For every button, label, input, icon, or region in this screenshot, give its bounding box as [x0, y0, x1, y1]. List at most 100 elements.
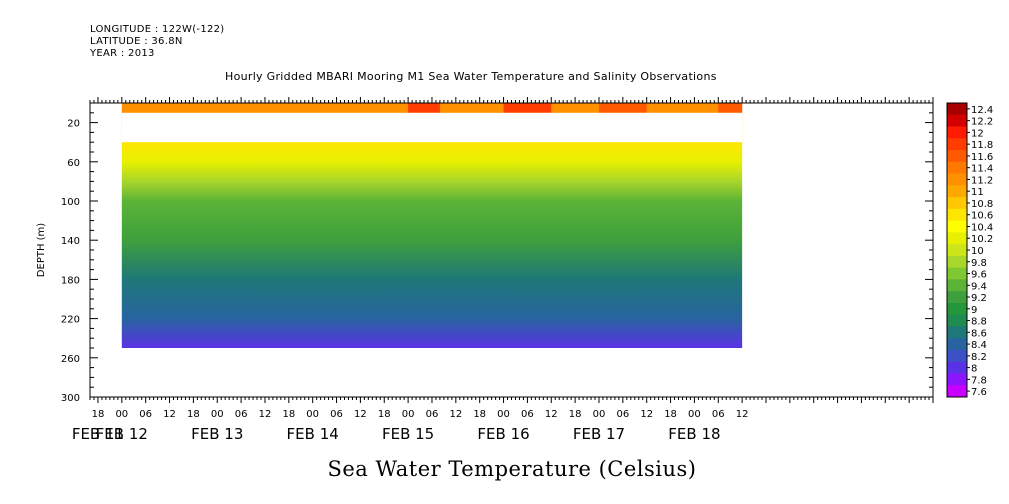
y-tick-label: 60	[67, 158, 80, 169]
colorbar-swatch	[947, 244, 967, 257]
y-axis-label: DEPTH (m)	[36, 223, 47, 277]
y-tick-label: 300	[61, 393, 80, 404]
x-hour-label: 12	[736, 409, 749, 420]
colorbar-swatch	[947, 291, 967, 304]
x-hour-label: 06	[139, 409, 152, 420]
year-label: YEAR : 2013	[90, 48, 155, 59]
colorbar-swatch	[947, 126, 967, 139]
x-hour-label: 06	[426, 409, 439, 420]
colorbar-label: 11.4	[971, 164, 993, 175]
x-hour-label: 18	[664, 409, 677, 420]
colorbar-swatch	[947, 232, 967, 245]
x-hour-label: 12	[449, 409, 462, 420]
y-tick-label: 20	[67, 119, 80, 130]
colorbar-label: 11	[971, 187, 984, 198]
x-hour-label: 12	[545, 409, 558, 420]
x-hour-label: 12	[163, 409, 176, 420]
colorbar-label: 7.6	[971, 387, 987, 398]
colorbar-label: 8	[971, 364, 977, 375]
colorbar-swatch	[947, 114, 967, 128]
x-hour-label: 00	[688, 409, 701, 420]
x-hour-label: 12	[259, 409, 272, 420]
colorbar-swatch	[947, 197, 967, 210]
colorbar-label: 12.4	[971, 105, 993, 116]
x-date-label: FEB 16	[477, 425, 529, 443]
y-tick-label: 220	[61, 315, 80, 326]
surface-warm-patch	[718, 103, 743, 113]
y-tick-label: 140	[61, 236, 80, 247]
colorbar-swatch	[947, 208, 967, 222]
x-date-label: FEB 13	[191, 425, 243, 443]
colorbar-swatch	[947, 220, 967, 233]
colorbar-swatch	[947, 173, 967, 186]
colorbar-label: 10.2	[971, 234, 993, 245]
colorbar-label: 11.2	[971, 175, 993, 186]
colorbar-label: 9.4	[971, 281, 987, 292]
colorbar-swatch	[947, 373, 967, 386]
colorbar-label: 12	[971, 128, 984, 139]
colorbar-swatch	[947, 161, 967, 175]
colorbar-swatch	[947, 349, 967, 363]
colorbar: 12.412.21211.811.611.411.21110.810.610.4…	[946, 102, 993, 398]
y-tick-label: 180	[61, 275, 80, 286]
colorbar-label: 8.2	[971, 352, 987, 363]
longitude-label: LONGITUDE : 122W(-122)	[90, 24, 225, 35]
x-hour-label: 00	[306, 409, 319, 420]
colorbar-swatch	[947, 314, 967, 327]
x-hour-label: 12	[354, 409, 367, 420]
colorbar-swatch	[947, 385, 967, 398]
x-hour-label: 18	[378, 409, 391, 420]
colorbar-swatch	[947, 326, 967, 339]
x-hour-label: 18	[187, 409, 200, 420]
colorbar-swatch	[947, 150, 967, 163]
colorbar-swatch	[947, 138, 967, 151]
colorbar-label: 10.6	[971, 211, 993, 222]
x-hour-label: 00	[497, 409, 510, 420]
x-date-label: FEB 17	[573, 425, 625, 443]
surface-warm-patch	[503, 103, 552, 113]
plot-area	[89, 102, 934, 398]
x-hour-label: 00	[211, 409, 224, 420]
colorbar-label: 9	[971, 305, 977, 316]
x-hour-label: 18	[473, 409, 486, 420]
x-hour-label: 18	[282, 409, 295, 420]
no-data-gap	[121, 112, 743, 143]
y-tick-label: 260	[61, 354, 80, 365]
x-hour-label: 06	[521, 409, 534, 420]
colorbar-label: 9.6	[971, 270, 987, 281]
x-hour-label: 06	[330, 409, 343, 420]
colorbar-label: 8.8	[971, 317, 987, 328]
x-hour-label: 00	[593, 409, 606, 420]
x-hour-label: 06	[235, 409, 248, 420]
x-hour-label: 06	[616, 409, 629, 420]
colorbar-label: 8.6	[971, 328, 987, 339]
colorbar-label: 11.8	[971, 140, 993, 151]
colorbar-swatch	[947, 302, 967, 316]
x-hour-label: 00	[402, 409, 415, 420]
x-date-label: FEB 12	[96, 425, 148, 443]
chart-title: Hourly Gridded MBARI Mooring M1 Sea Wate…	[225, 70, 717, 83]
variable-label: Sea Water Temperature (Celsius)	[327, 457, 696, 481]
colorbar-swatch	[947, 103, 967, 116]
x-date-label: FEB 18	[668, 425, 720, 443]
colorbar-label: 7.8	[971, 375, 987, 386]
latitude-label: LATITUDE : 36.8N	[90, 36, 183, 47]
surface-warm-patch	[408, 103, 440, 113]
x-hour-label: 18	[92, 409, 105, 420]
surface-warm-patch	[598, 103, 647, 113]
colorbar-label: 9.8	[971, 258, 987, 269]
temperature-field	[121, 107, 743, 349]
x-hour-label: 00	[115, 409, 128, 420]
x-date-label: FEB 15	[382, 425, 434, 443]
x-hour-label: 18	[569, 409, 582, 420]
y-tick-label: 100	[61, 197, 80, 208]
colorbar-label: 8.4	[971, 340, 987, 351]
colorbar-swatch	[947, 255, 967, 269]
colorbar-label: 9.2	[971, 293, 987, 304]
colorbar-swatch	[947, 338, 967, 351]
x-hour-label: 06	[712, 409, 725, 420]
x-hour-label: 12	[640, 409, 653, 420]
y-axis: 20 60 100 140 180 220 260 300	[61, 112, 933, 404]
colorbar-label: 10.8	[971, 199, 993, 210]
